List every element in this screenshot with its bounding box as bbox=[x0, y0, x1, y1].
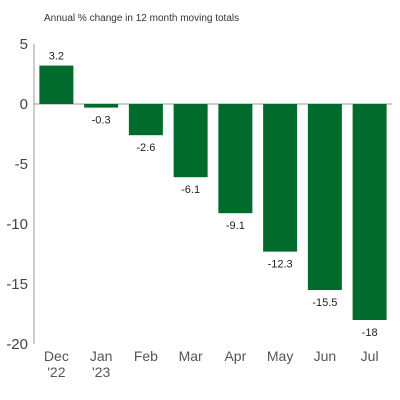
data-label: -9.1 bbox=[226, 220, 245, 232]
x-tick-label: Apr bbox=[224, 348, 246, 364]
data-label: -2.6 bbox=[136, 142, 155, 154]
data-label: -18 bbox=[362, 327, 378, 339]
data-labels-group: 3.2 -0.3 -2.6 -6.1 -9.1 -12.3 -15.5 -18 bbox=[49, 51, 378, 339]
data-label: 3.2 bbox=[49, 51, 64, 63]
chart-subtitle: Annual % change in 12 month moving total… bbox=[44, 13, 239, 24]
x-tick-label: '22 bbox=[47, 364, 65, 380]
bar bbox=[128, 104, 163, 136]
y-tick-label: -20 bbox=[6, 336, 28, 353]
data-label: -6.1 bbox=[181, 184, 200, 196]
bar bbox=[84, 104, 119, 108]
y-tick-label: -15 bbox=[6, 276, 28, 293]
x-tick-label: Dec bbox=[44, 348, 69, 364]
y-tick-label: 0 bbox=[20, 96, 28, 113]
x-tick-label: Jun bbox=[314, 348, 337, 364]
y-tick-label: -10 bbox=[6, 216, 28, 233]
data-label: -15.5 bbox=[312, 297, 337, 309]
y-tick-label: 5 bbox=[20, 36, 28, 53]
x-tick-label: Jan bbox=[90, 348, 113, 364]
bar bbox=[39, 65, 74, 104]
bar bbox=[263, 104, 298, 252]
x-axis: Dec'22 Jan'23 Feb Mar Apr May Jun Jul bbox=[44, 348, 379, 380]
bar bbox=[352, 104, 387, 320]
bar bbox=[218, 104, 253, 214]
x-tick-label: '23 bbox=[92, 364, 110, 380]
x-tick-label: May bbox=[267, 348, 293, 364]
data-label: -12.3 bbox=[268, 259, 293, 271]
data-label: -0.3 bbox=[92, 115, 111, 127]
y-tick-label: -5 bbox=[15, 156, 28, 173]
x-tick-label: Feb bbox=[134, 348, 158, 364]
bars-group bbox=[39, 65, 387, 320]
x-tick-label: Mar bbox=[179, 348, 203, 364]
bar bbox=[307, 104, 342, 290]
x-tick-label: Jul bbox=[361, 348, 379, 364]
bar bbox=[173, 104, 208, 178]
